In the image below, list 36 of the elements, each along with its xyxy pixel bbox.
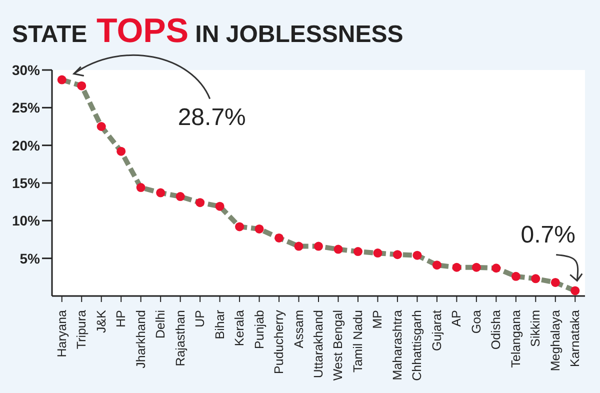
annotation: 28.7% [178,104,246,131]
x-tick-label: Gujarat [430,309,444,351]
chart-title: STATE TOPS IN JOBLESSNESS [12,12,404,50]
x-tick-label: Chhattisgarh [410,310,424,381]
x-tick-label: Sikkim [528,310,543,347]
x-tick-label: Meghalaya [548,310,562,372]
x-tick-label: Uttarakhand [312,310,326,378]
y-tick-label: 30% [12,62,41,78]
y-tick-label: 10% [12,212,41,229]
x-tick-label: Goa [469,310,484,334]
annotation: 0.7% [520,222,576,249]
x-tick-label: Bihar [212,310,227,340]
x-tick-label: Maharashtra [390,310,404,380]
x-tick-label: Haryana [54,310,69,358]
y-tick-label: 20% [12,137,41,154]
y-tick-label: 15% [12,174,41,191]
y-tick-label: 25% [12,100,41,116]
x-tick-label: UP [193,310,208,328]
x-tick-label: Telangana [508,310,523,368]
x-tick-label: Jharkhand [134,310,148,368]
x-tick-label: Assam [292,310,306,348]
x-tick-label: MP [370,310,385,329]
x-tick-label: Kerala [232,310,247,346]
y-tick-label: 5% [20,250,41,266]
x-tick-label: Puducherry [272,309,286,374]
x-tick-label: West Bengal [331,310,346,381]
x-tick-label: AP [450,310,464,327]
x-tick-label: Tamil Nadu [350,310,365,373]
x-tick-label: J&K [94,309,108,333]
x-tick-label: Karnataka [568,310,582,367]
x-tick-label: Rajasthan [173,310,188,366]
x-tick-label: Tripura [74,310,89,350]
x-tick-label: Odisha [489,310,504,350]
x-tick-label: Delhi [154,310,168,338]
x-tick-label: Punjab [252,310,266,349]
x-tick-label: HP [114,310,128,328]
